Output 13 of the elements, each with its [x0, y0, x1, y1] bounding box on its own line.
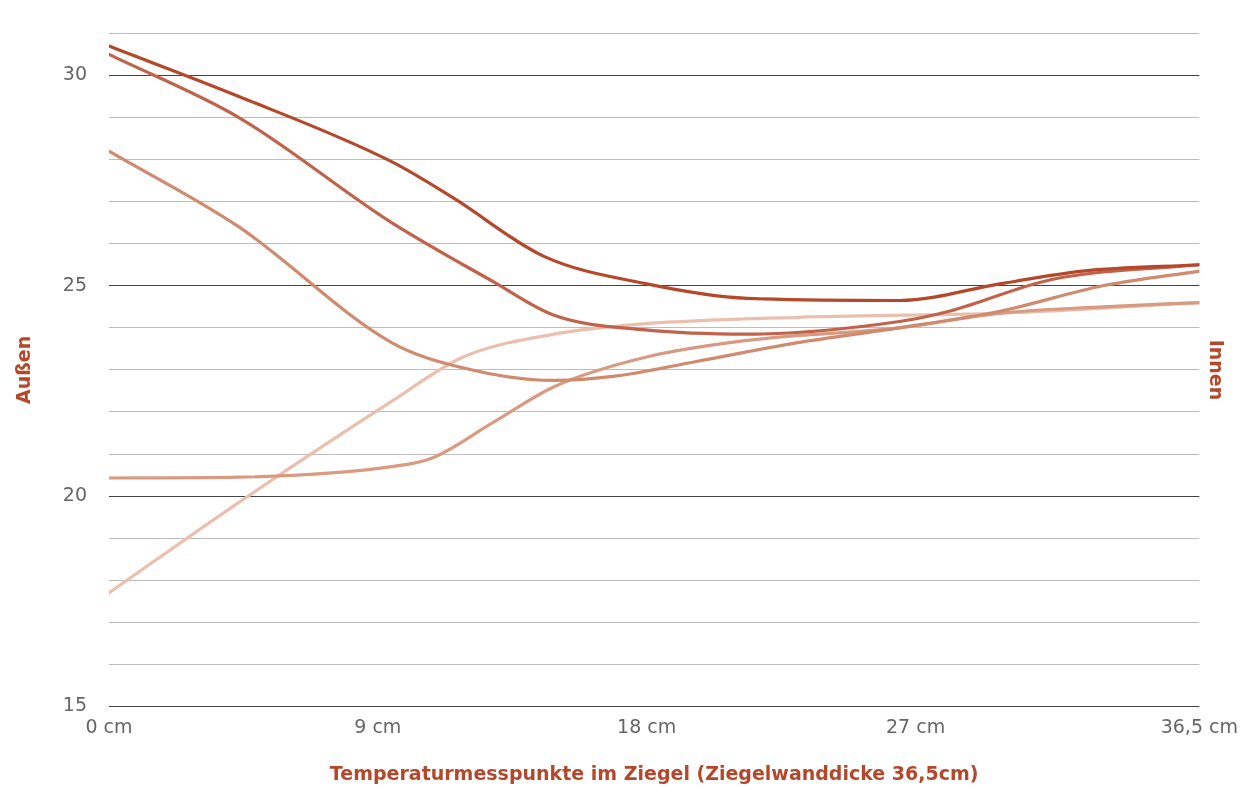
- y2-axis-title: Innen: [1205, 339, 1228, 401]
- y-axis-title: Außen: [12, 335, 35, 405]
- y-tick-label: 25: [62, 272, 87, 295]
- x-tick-label: 9 cm: [354, 714, 402, 737]
- y-tick-label: 20: [62, 483, 87, 506]
- x-tick-label: 27 cm: [885, 714, 946, 737]
- line-series: [108, 149, 1200, 383]
- y-tick-label: 15: [62, 693, 87, 716]
- x-tick-label: 36,5 cm: [1160, 714, 1239, 737]
- x-axis-title: Temperaturmesspunkte im Ziegel (Ziegelwanddicke 36,5cm): [329, 761, 979, 784]
- x-tick-label: 18 cm: [617, 714, 677, 737]
- x-tick-label: 0 cm: [85, 714, 133, 737]
- y-tick-label: 30: [62, 62, 87, 85]
